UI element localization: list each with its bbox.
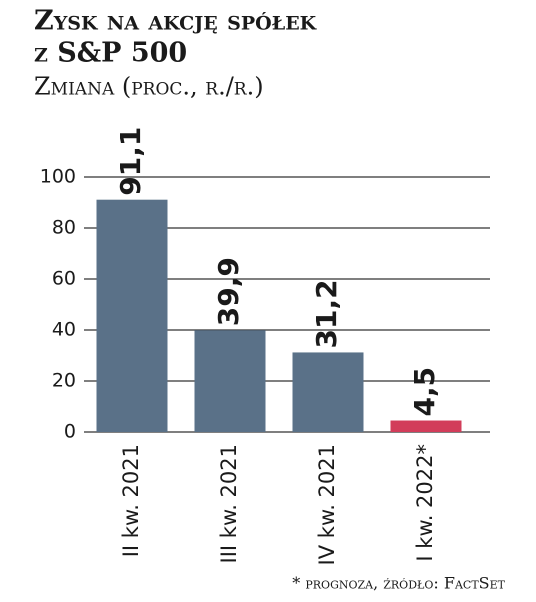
y-tick-label: 20	[52, 370, 76, 392]
bar	[390, 420, 462, 432]
y-tick-label: 0	[64, 421, 76, 443]
bar	[96, 199, 168, 432]
x-tick-label: IV kw. 2021	[315, 444, 339, 565]
footnote: * prognoza, źródło: FactSet	[292, 574, 505, 593]
value-label: 31,2	[310, 279, 343, 348]
x-tick-label: II kw. 2021	[119, 444, 143, 557]
value-label: 4,5	[408, 367, 441, 417]
bar	[194, 330, 266, 432]
bar	[292, 352, 364, 432]
y-tick-label: 60	[52, 268, 76, 290]
value-label: 91,1	[114, 127, 147, 196]
chart-title: Zysk na akcję spółek	[34, 6, 318, 37]
value-label: 39,9	[212, 257, 245, 326]
y-tick-label: 40	[52, 319, 76, 341]
x-tick-label: III kw. 2021	[217, 444, 241, 563]
x-tick-label: I kw. 2022*	[413, 444, 437, 562]
y-tick-label: 100	[40, 166, 76, 188]
chart-subtitle: Zmiana (proc., r./r.)	[34, 73, 264, 101]
chart-title: z S&P 500	[34, 38, 187, 69]
y-tick-label: 80	[52, 217, 76, 239]
